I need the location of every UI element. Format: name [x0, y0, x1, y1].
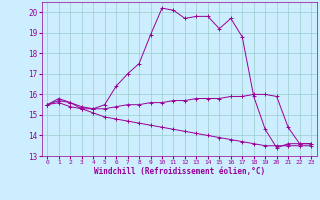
- X-axis label: Windchill (Refroidissement éolien,°C): Windchill (Refroidissement éolien,°C): [94, 167, 265, 176]
